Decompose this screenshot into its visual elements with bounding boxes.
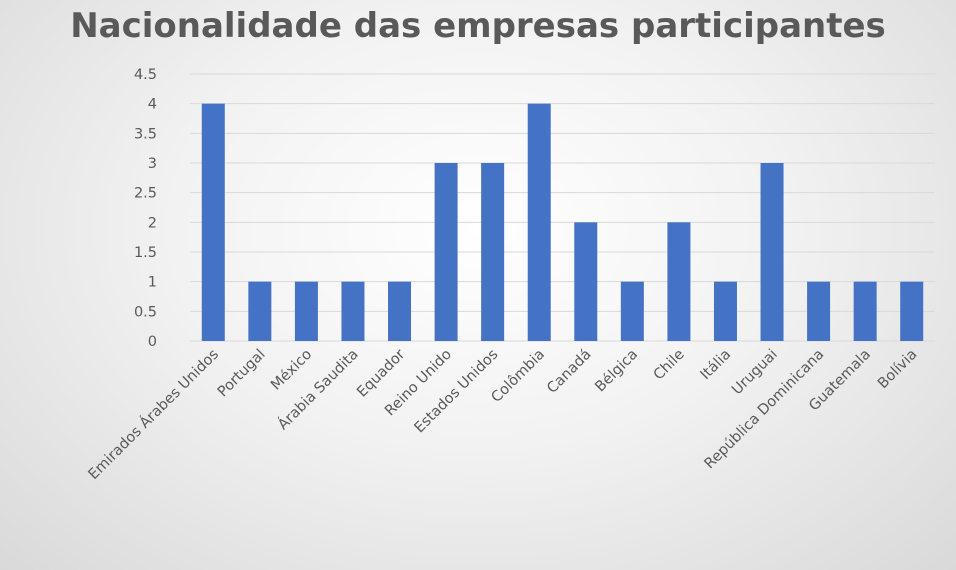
y-tick-label: 1 (148, 275, 157, 291)
x-category-label: Árabia Saudita (274, 346, 361, 433)
x-category-label: Bolívia (875, 347, 921, 393)
x-category-label: México (268, 346, 315, 393)
y-tick-label: 1.5 (134, 245, 157, 261)
bar (481, 163, 505, 341)
x-category-label: Emirados Árabes Unidos (85, 346, 222, 483)
bar (620, 281, 644, 341)
bar (713, 281, 737, 341)
bars (201, 103, 924, 342)
y-tick-label: 4 (148, 97, 157, 113)
y-tick-label: 0 (148, 334, 157, 350)
bar (434, 163, 458, 341)
x-category-label: Canadá (544, 347, 594, 397)
y-tick-label: 2.5 (134, 186, 157, 202)
bar (853, 281, 877, 341)
y-axis-ticks: 0 0.5 1 1.5 2 2.5 3 3.5 4 4.5 (134, 67, 157, 350)
bar (341, 281, 365, 341)
y-tick-label: 2 (148, 215, 157, 231)
chart-title: Nacionalidade das empresas participantes (70, 6, 886, 46)
bar (574, 222, 598, 341)
y-tick-label: 3.5 (134, 126, 157, 142)
bar (760, 163, 784, 341)
x-category-label: Bélgica (592, 347, 641, 396)
bar (527, 103, 551, 342)
bar (294, 281, 318, 341)
bar (388, 281, 412, 341)
y-tick-label: 4.5 (134, 67, 157, 83)
y-tick-label: 0.5 (134, 304, 157, 320)
x-category-label: Itália (698, 347, 735, 384)
x-category-label: Estados Unidos (412, 347, 502, 437)
bar (248, 281, 272, 341)
bar (807, 281, 831, 341)
x-category-label: Portugal (215, 347, 269, 401)
bar (201, 103, 225, 342)
x-category-label: Chile (651, 346, 688, 383)
y-tick-label: 3 (148, 156, 157, 172)
bar (900, 281, 924, 341)
bar (667, 222, 691, 341)
